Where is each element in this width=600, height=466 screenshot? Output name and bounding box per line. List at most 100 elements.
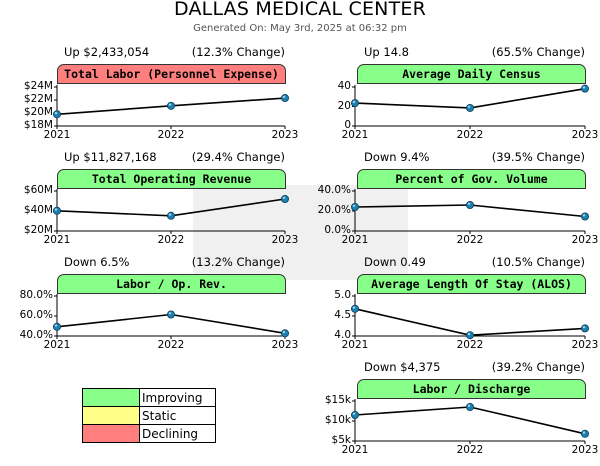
x-tick-label: 2023	[271, 234, 299, 246]
change-amount: Down 0.49	[364, 255, 426, 269]
x-tick-label: 2021	[341, 444, 369, 456]
x-tick-label: 2023	[571, 129, 599, 141]
line-chart-svg	[351, 189, 589, 234]
line-chart-svg	[53, 85, 289, 129]
y-tick-label: 0	[344, 119, 351, 131]
y-tick-label: 40.0%	[317, 184, 351, 196]
x-tick-label: 2021	[341, 339, 369, 351]
data-point-highlight	[54, 111, 58, 115]
chart-title: Average Length Of Stay (ALOS)	[357, 274, 586, 294]
x-tick-label: 2021	[43, 234, 71, 246]
data-point-highlight	[282, 330, 286, 334]
x-tick-label: 2022	[157, 339, 185, 351]
y-tick-label: $40M	[23, 204, 53, 216]
legend-label-improving: Improving	[139, 388, 216, 407]
chart-title: Total Operating Revenue	[57, 169, 286, 189]
chart-panel-1: Up $2,433,054 (12.3% Change) Total Labor (…	[0, 45, 300, 151]
change-amount: Down 9.4%	[364, 150, 430, 164]
y-tick-label: $20M	[23, 224, 53, 236]
chart-panel-5: Down 6.5% (13.2% Change) Labor / Op. Rev. 4…	[0, 255, 300, 361]
data-point	[53, 206, 62, 215]
y-tick-label: 4.5	[334, 309, 351, 321]
change-amount: Down 6.5%	[64, 255, 130, 269]
legend-swatch-declining	[82, 424, 140, 443]
x-tick-label: 2022	[157, 234, 185, 246]
data-point-highlight	[352, 100, 356, 104]
change-percent: (39.2% Change)	[491, 360, 585, 374]
line-chart-svg	[53, 294, 289, 339]
chart-panel-3: Up $11,827,168 (29.4% Change) Total Operat…	[0, 150, 300, 256]
data-point	[465, 331, 474, 340]
legend-swatch-static	[82, 406, 140, 425]
x-tick-label: 2021	[341, 234, 369, 246]
line-chart-svg	[53, 189, 289, 234]
data-point	[580, 429, 589, 438]
data-point-highlight	[54, 208, 58, 211]
x-tick-label: 2023	[571, 444, 599, 456]
change-amount: Up $2,433,054	[64, 45, 150, 59]
data-point-highlight	[168, 312, 172, 315]
data-point-highlight	[54, 324, 58, 327]
chart-title: Labor / Discharge	[357, 379, 586, 399]
data-point-highlight	[282, 196, 286, 199]
data-point	[280, 329, 289, 338]
change-amount: Up 14.8	[364, 45, 409, 59]
data-point	[53, 322, 62, 331]
data-point	[580, 324, 589, 333]
x-tick-label: 2023	[271, 129, 299, 141]
y-tick-label: 20.0%	[317, 204, 351, 216]
data-point	[166, 211, 175, 220]
legend-row-improving: Improving	[82, 388, 216, 407]
data-point-highlight	[352, 412, 356, 415]
data-point	[580, 212, 589, 221]
x-tick-label: 2021	[43, 339, 71, 351]
data-point	[351, 203, 360, 212]
data-point-highlight	[467, 404, 471, 407]
data-point-highlight	[352, 306, 356, 309]
legend-label-static: Static	[139, 406, 216, 425]
x-tick-label: 2023	[271, 339, 299, 351]
y-tick-label: 0.0%	[324, 224, 351, 236]
data-point	[351, 304, 360, 313]
data-point	[166, 310, 175, 319]
legend-row-declining: Declining	[82, 424, 216, 443]
data-point-highlight	[467, 105, 471, 108]
chart-title: Labor / Op. Rev.	[57, 274, 286, 294]
data-point-highlight	[168, 103, 172, 106]
data-point-highlight	[467, 332, 471, 336]
report-title: DALLAS MEDICAL CENTER	[173, 0, 427, 20]
y-tick-label: 80.0%	[19, 289, 53, 301]
data-point-highlight	[467, 202, 471, 205]
x-tick-label: 2021	[43, 129, 71, 141]
y-tick-label: 60.0%	[19, 309, 53, 321]
x-tick-label: 2022	[456, 129, 484, 141]
series-line	[354, 406, 586, 435]
generated-timestamp: Generated On: May 3rd, 2025 at 06:32 pm	[193, 23, 407, 34]
change-amount: Up $11,827,168	[64, 150, 157, 164]
y-tick-label: 40.0%	[19, 329, 53, 341]
y-tick-label: $20M	[23, 106, 53, 118]
x-tick-label: 2022	[456, 339, 484, 351]
y-tick-label: 5.0	[334, 289, 351, 301]
data-point-highlight	[168, 213, 172, 216]
data-point	[53, 110, 62, 119]
x-tick-label: 2022	[456, 444, 484, 456]
data-point	[580, 84, 589, 93]
chart-title: Percent of Gov. Volume	[357, 169, 586, 189]
x-tick-label: 2022	[456, 234, 484, 246]
change-percent: (12.3% Change)	[191, 45, 285, 59]
chart-panel-2: Up 14.8 (65.5% Change) Average Daily Censu…	[300, 45, 600, 151]
line-chart-svg	[351, 84, 589, 129]
change-percent: (10.5% Change)	[491, 255, 585, 269]
data-point	[166, 101, 175, 110]
x-tick-label: 2022	[157, 129, 185, 141]
chart-panel-4: Down 9.4% (39.5% Change) Percent of Gov. V…	[300, 150, 600, 256]
chart-title: Average Daily Census	[357, 64, 586, 84]
data-point	[465, 103, 474, 112]
line-chart-svg	[351, 294, 589, 340]
change-percent: (29.4% Change)	[191, 150, 285, 164]
data-point-highlight	[582, 214, 586, 217]
y-tick-label: $5k	[331, 434, 351, 446]
y-tick-label: $22M	[23, 93, 53, 105]
watermark-logo	[193, 185, 408, 280]
